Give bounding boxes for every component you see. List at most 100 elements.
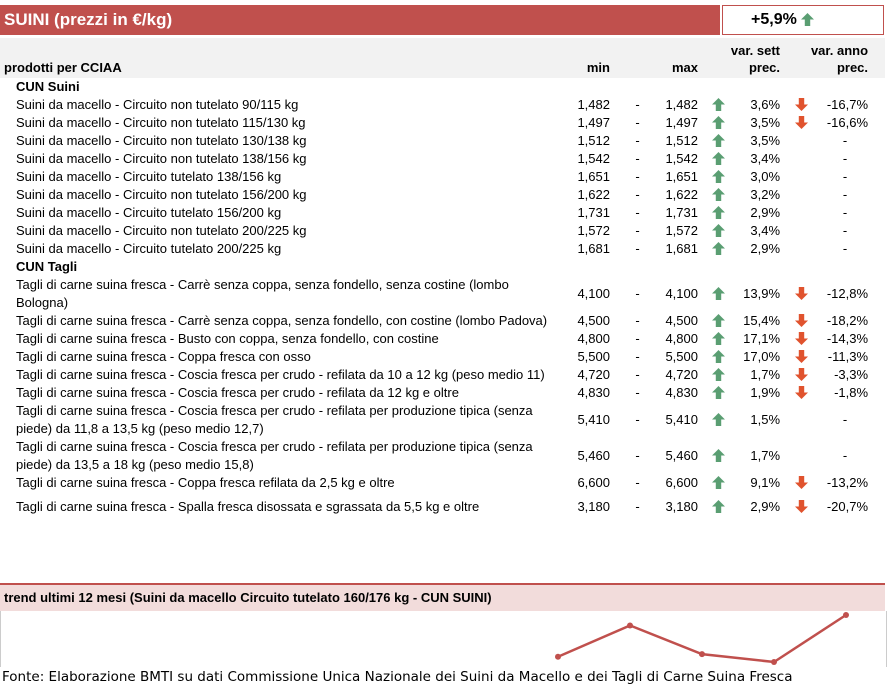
product-row: Suini da macello - Circuito non tutelato…: [0, 96, 885, 114]
arrow-down: [794, 350, 808, 363]
col-header: max: [665, 38, 698, 78]
spacer: [868, 312, 885, 330]
section-row: CUN Tagli: [0, 258, 885, 276]
spacer: [868, 222, 885, 240]
max-price: 1,731: [665, 205, 698, 220]
product-name: Suini da macello - Circuito non tutelato…: [16, 151, 307, 166]
var-week: 3,4%: [750, 223, 781, 238]
max-price: 4,720: [665, 367, 698, 382]
product-row: Tagli di carne suina fresca - Coscia fre…: [0, 438, 885, 474]
spacer: [868, 330, 885, 348]
var-year: -16,6%: [826, 115, 869, 130]
arrow-up: [711, 368, 725, 381]
min-price: 1,651: [577, 169, 610, 184]
arrow-cell: [698, 96, 738, 114]
arrow-cell: [780, 312, 822, 330]
var-year: -3,3%: [834, 367, 869, 382]
arrow-cell: [780, 132, 822, 150]
separator: -: [635, 115, 640, 130]
var-year: -: [842, 151, 848, 166]
product-name: Suini da macello - Circuito non tutelato…: [16, 115, 306, 130]
var-year: -13,2%: [826, 475, 869, 490]
arrow-cell: [780, 438, 822, 474]
arrow-up: [711, 386, 725, 399]
product-row: Tagli di carne suina fresca - Coscia fre…: [0, 402, 885, 438]
max-price: 1,482: [665, 97, 698, 112]
product-row: Suini da macello - Circuito non tutelato…: [0, 150, 885, 168]
arrow-cell: [698, 186, 738, 204]
separator: -: [635, 385, 640, 400]
product-row: Tagli di carne suina fresca - Coscia fre…: [0, 384, 885, 402]
product-name: Suini da macello - Circuito tutelato 138…: [16, 169, 282, 184]
product-row: Suini da macello - Circuito tutelato 156…: [0, 204, 885, 222]
arrow-cell: [698, 474, 738, 492]
arrow-down: [794, 314, 808, 327]
var-week: 3,5%: [750, 115, 781, 130]
product-name: Suini da macello - Circuito non tutelato…: [16, 223, 307, 238]
arrow-cell: [698, 402, 738, 438]
min-price: 1,622: [577, 187, 610, 202]
arrow-up: [711, 500, 725, 513]
min-price: 1,512: [577, 133, 610, 148]
spacer: [868, 132, 885, 150]
product-name: Tagli di carne suina fresca - Coscia fre…: [16, 367, 545, 382]
col-header: min: [560, 38, 610, 78]
var-year: -12,8%: [826, 286, 869, 301]
arrow-down: [794, 386, 808, 399]
max-price: 5,410: [665, 412, 698, 427]
arrow-up: [711, 242, 725, 255]
var-year: -: [842, 205, 848, 220]
var-year: -18,2%: [826, 313, 869, 328]
arrow-cell: [780, 348, 822, 366]
separator: -: [635, 97, 640, 112]
min-price: 4,800: [577, 331, 610, 346]
min-price: 4,100: [577, 286, 610, 301]
var-year: -20,7%: [826, 499, 869, 514]
product-name: Tagli di carne suina fresca - Carrè senz…: [16, 277, 509, 310]
min-price: 4,720: [577, 367, 610, 382]
arrow-up: [711, 188, 725, 201]
var-week: 13,9%: [743, 286, 781, 301]
var-year: -: [842, 241, 848, 256]
var-year: -16,7%: [826, 97, 869, 112]
max-price: 4,830: [665, 385, 698, 400]
min-price: 4,500: [577, 313, 610, 328]
arrow-up: [711, 116, 725, 129]
max-price: 1,572: [665, 223, 698, 238]
arrow-cell: [780, 330, 822, 348]
var-year: -: [842, 412, 848, 427]
spacer: [868, 384, 885, 402]
product-name: Tagli di carne suina fresca - Coscia fre…: [16, 385, 459, 400]
max-price: 5,500: [665, 349, 698, 364]
spacer: [868, 474, 885, 492]
spacer: [868, 438, 885, 474]
product-row: Suini da macello - Circuito non tutelato…: [0, 186, 885, 204]
separator: -: [635, 286, 640, 301]
min-price: 1,497: [577, 115, 610, 130]
product-row: Tagli di carne suina fresca - Busto con …: [0, 330, 885, 348]
product-name: Suini da macello - Circuito tutelato 156…: [16, 205, 282, 220]
separator: -: [635, 187, 640, 202]
arrow-up: [711, 332, 725, 345]
var-week: 1,9%: [750, 385, 781, 400]
arrow-up: [711, 206, 725, 219]
product-name: Tagli di carne suina fresca - Coscia fre…: [16, 439, 533, 472]
trend-chart: [0, 611, 887, 667]
min-price: 1,681: [577, 241, 610, 256]
change-value: +5,9%: [751, 11, 797, 28]
spacer: [868, 96, 885, 114]
arrow-up: [711, 314, 725, 327]
var-week: 2,9%: [750, 499, 781, 514]
arrow-up: [711, 449, 725, 462]
arrow-cell: [698, 366, 738, 384]
max-price: 5,460: [665, 448, 698, 463]
arrow-cell: [698, 330, 738, 348]
arrow-cell: [698, 492, 738, 522]
spacer: [868, 186, 885, 204]
product-name: Tagli di carne suina fresca - Coppa fres…: [16, 349, 311, 364]
var-week: 3,2%: [750, 187, 781, 202]
var-week: 2,9%: [750, 241, 781, 256]
var-week: 1,7%: [750, 367, 781, 382]
var-week: 3,5%: [750, 133, 781, 148]
